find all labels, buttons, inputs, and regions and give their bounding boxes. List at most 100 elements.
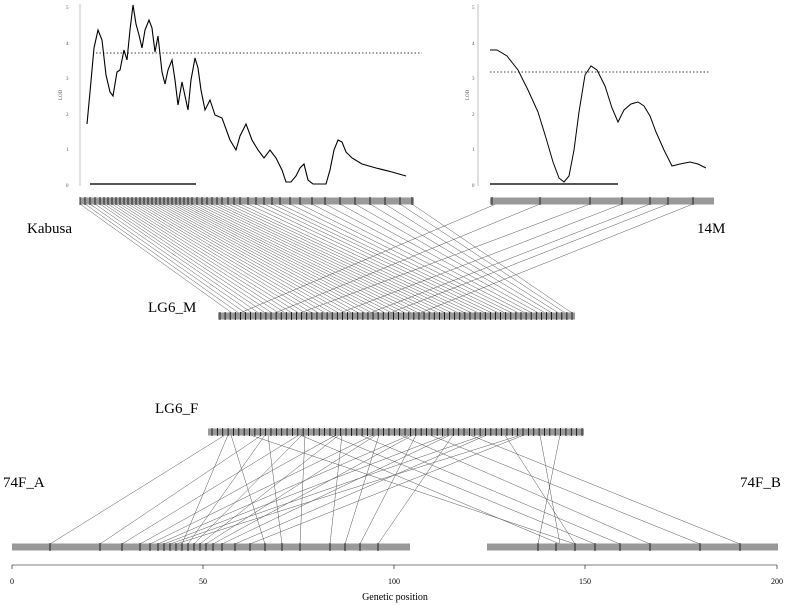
- connector-lg6f-74fa: [249, 434, 525, 545]
- connector-lg6f-74fa: [344, 434, 380, 545]
- connector-14m-lg6m: [239, 203, 497, 314]
- axis-tick-100: 100: [388, 577, 400, 586]
- connector-lg6f-74fa: [121, 434, 300, 545]
- connector-kabusa-lg6m: [99, 203, 259, 314]
- connector-kabusa-lg6m: [411, 203, 573, 314]
- lod-tick-4: 4: [66, 42, 69, 47]
- lod14-tick-1: 1: [472, 148, 475, 153]
- lod14-tick-5: 5: [472, 6, 475, 11]
- connector-14m-lg6m: [274, 203, 541, 314]
- connector-lg6f-74fa: [267, 434, 283, 545]
- 14m-bar: [490, 197, 714, 205]
- connector-lg6f-74fa: [329, 434, 343, 545]
- connector-kabusa-lg6m: [279, 203, 506, 314]
- connector-lg6f-74fa: [157, 434, 411, 545]
- connector-lg6f-74fa: [163, 434, 448, 545]
- connector-14m-lg6m: [339, 203, 623, 314]
- connector-lg6f-74fb: [539, 434, 561, 545]
- connector-kabusa-lg6m: [167, 203, 373, 314]
- connector-lg6f-74fb: [429, 434, 701, 545]
- lod-axis-label-14m: LOD: [466, 89, 471, 100]
- connector-kabusa-lg6m: [159, 203, 359, 314]
- connector-kabusa-lg6m: [216, 203, 446, 314]
- axis-tick-50: 50: [199, 577, 207, 586]
- lod-tick-1: 1: [66, 148, 69, 153]
- connector-lg6f-74fa: [199, 434, 340, 545]
- connector-kabusa-lg6m: [84, 203, 239, 314]
- lod-curve-kabusa: [86, 4, 407, 185]
- 74fb-bar: [487, 543, 778, 551]
- connector-kabusa-lg6m: [179, 203, 393, 314]
- axis-tick-150: 150: [579, 577, 591, 586]
- connector-kabusa-lg6m: [143, 203, 333, 314]
- connector-kabusa-lg6m: [111, 203, 279, 314]
- connector-kabusa-lg6m: [384, 203, 559, 314]
- connector-kabusa-lg6m: [324, 203, 533, 314]
- connector-lg6f-74fa: [212, 434, 414, 545]
- label-74f-a: 74F_A: [3, 475, 45, 491]
- connector-kabusa-lg6m: [131, 203, 313, 314]
- connector-lg6f-74fa: [377, 434, 454, 545]
- connector-kabusa-lg6m: [135, 203, 319, 314]
- kabusa-bar: [80, 197, 414, 205]
- connector-kabusa-lg6m: [196, 203, 419, 314]
- lg6m-bar: [218, 312, 575, 320]
- connector-kabusa-lg6m: [311, 203, 526, 314]
- connector-kabusa-lg6m: [103, 203, 266, 314]
- connector-lg6f-74fa: [175, 434, 522, 545]
- connector-kabusa-lg6m: [206, 203, 433, 314]
- connector-lg6f-74fa: [205, 434, 377, 545]
- connector-kabusa-lg6m: [191, 203, 413, 314]
- connector-kabusa-lg6m: [354, 203, 546, 314]
- lod-tick-5: 5: [66, 6, 69, 11]
- connector-lg6f-74fb: [537, 434, 561, 545]
- 74fa-bar: [12, 543, 410, 551]
- lod-axis-label-kabusa: LOD: [59, 89, 64, 100]
- lg6f-bar: [208, 428, 584, 436]
- lod14-tick-3: 3: [472, 77, 475, 82]
- label-kabusa: Kabusa: [27, 221, 72, 237]
- lod-plot-kabusa: LOD 0 1 2 3 4 5: [59, 4, 422, 189]
- connector-kabusa-lg6m: [107, 203, 273, 314]
- connector-kabusa-lg6m: [201, 203, 426, 314]
- label-74f-b: 74F_B: [740, 475, 781, 491]
- connector-14m-lg6m: [299, 203, 591, 314]
- connector-lines: [49, 203, 741, 545]
- connector-kabusa-lg6m: [94, 203, 253, 314]
- connector-lg6f-74fb: [359, 434, 621, 545]
- connector-lg6f-74fa: [49, 434, 226, 545]
- label-lg6-f: LG6_F: [155, 401, 198, 417]
- connector-kabusa-lg6m: [187, 203, 406, 314]
- connector-kabusa-lg6m: [271, 203, 499, 314]
- connector-kabusa-lg6m: [151, 203, 346, 314]
- connector-lg6f-74fa: [149, 434, 374, 545]
- lod-tick-3: 3: [66, 77, 69, 82]
- connector-kabusa-lg6m: [227, 203, 459, 314]
- connector-kabusa-lg6m: [233, 203, 466, 314]
- connector-lg6f-74fa: [139, 434, 337, 545]
- connector-lg6f-74fa: [234, 434, 488, 545]
- connector-kabusa-lg6m: [115, 203, 286, 314]
- lod14-tick-2: 2: [472, 113, 475, 118]
- connector-lg6f-74fa: [169, 434, 485, 545]
- connector-14m-lg6m: [419, 203, 694, 314]
- connector-kabusa-lg6m: [239, 203, 473, 314]
- connector-kabusa-lg6m: [171, 203, 379, 314]
- connector-lg6f-74fa: [359, 434, 417, 545]
- connector-14m-lg6m: [369, 203, 651, 314]
- connector-kabusa-lg6m: [139, 203, 326, 314]
- connector-kabusa-lg6m: [221, 203, 453, 314]
- connector-kabusa-lg6m: [211, 203, 439, 314]
- axis-tick-200: 200: [771, 577, 783, 586]
- connector-kabusa-lg6m: [247, 203, 479, 314]
- connector-kabusa-lg6m: [299, 203, 519, 314]
- label-14m: 14M: [697, 221, 725, 237]
- connector-kabusa-lg6m: [119, 203, 293, 314]
- lod-plot-14m: LOD 0 1 2 3 4 5: [466, 4, 709, 189]
- connector-lg6f-74fa: [230, 434, 266, 545]
- lod-tick-0: 0: [66, 184, 69, 189]
- label-lg6-m: LG6_M: [148, 300, 196, 316]
- connector-kabusa-lg6m: [175, 203, 386, 314]
